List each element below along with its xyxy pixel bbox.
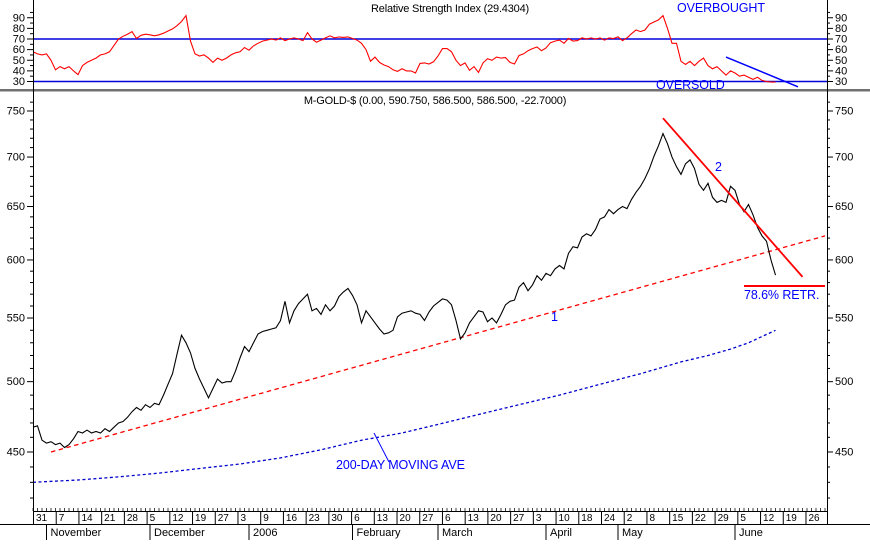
svg-text:50: 50 [13, 55, 25, 67]
svg-text:80: 80 [13, 23, 25, 35]
svg-text:28: 28 [127, 513, 139, 524]
oversold-label: OVERSOLD [656, 78, 725, 92]
svg-text:80: 80 [835, 23, 847, 35]
svg-text:70: 70 [835, 34, 847, 46]
svg-text:550: 550 [835, 313, 853, 325]
svg-text:27: 27 [422, 513, 434, 524]
svg-text:27: 27 [513, 513, 525, 524]
ma-callout-line [373, 432, 390, 463]
rsi-downtrend-line [725, 56, 799, 88]
svg-text:30: 30 [13, 76, 25, 88]
retracement-label: 78.6% RETR. [744, 288, 820, 302]
svg-text:500: 500 [835, 376, 853, 388]
svg-text:60: 60 [835, 44, 847, 56]
svg-text:600: 600 [835, 254, 853, 266]
svg-text:750: 750 [835, 106, 853, 118]
price-title: M-GOLD-$ (0.00, 590.750, 586.500, 586.50… [303, 95, 567, 107]
svg-text:9: 9 [263, 513, 269, 524]
svg-text:November: November [51, 527, 102, 539]
svg-text:February: February [357, 527, 402, 539]
svg-text:16: 16 [286, 513, 298, 524]
svg-text:27: 27 [218, 513, 230, 524]
svg-text:22: 22 [695, 513, 707, 524]
downtrend-line-2 [662, 117, 804, 278]
svg-text:10: 10 [559, 513, 571, 524]
svg-text:650: 650 [7, 201, 25, 213]
svg-text:450: 450 [7, 446, 25, 458]
svg-text:30: 30 [835, 76, 847, 88]
svg-text:13: 13 [468, 513, 480, 524]
svg-text:70: 70 [13, 34, 25, 46]
svg-text:30: 30 [331, 513, 343, 524]
svg-text:20: 20 [490, 513, 502, 524]
svg-text:12: 12 [763, 513, 775, 524]
rsi-panel [32, 14, 827, 88]
svg-text:19: 19 [195, 513, 207, 524]
svg-text:90: 90 [835, 12, 847, 24]
trendline-1-label: 1 [551, 310, 558, 324]
svg-text:600: 600 [7, 254, 25, 266]
rsi-title: Relative Strength Index (29.4304) [371, 3, 529, 15]
uptrend-line-1 [50, 235, 826, 453]
svg-text:15: 15 [672, 513, 684, 524]
svg-text:2: 2 [627, 513, 633, 524]
svg-text:50: 50 [835, 55, 847, 67]
axes [0, 0, 870, 525]
svg-text:750: 750 [7, 106, 25, 118]
svg-text:3: 3 [536, 513, 542, 524]
svg-text:December: December [154, 527, 205, 539]
svg-text:29: 29 [718, 513, 730, 524]
svg-text:6: 6 [445, 513, 451, 524]
svg-text:2006: 2006 [253, 527, 277, 539]
svg-text:60: 60 [13, 44, 25, 56]
svg-text:June: June [739, 527, 763, 539]
svg-text:23: 23 [309, 513, 321, 524]
svg-text:40: 40 [13, 65, 25, 77]
svg-text:650: 650 [835, 201, 853, 213]
svg-text:550: 550 [7, 313, 25, 325]
svg-text:700: 700 [7, 152, 25, 164]
price-panel [32, 117, 826, 483]
svg-text:13: 13 [377, 513, 389, 524]
rsi-line [32, 14, 776, 83]
svg-text:18: 18 [581, 513, 593, 524]
x-axis-months: November December 2006 February March April Ma… [46, 524, 763, 540]
svg-text:26: 26 [808, 513, 820, 524]
price-line [32, 132, 777, 449]
x-axis-days: 31 7 14 21 28 5 12 19 27 3 9 16 23 30 6 13 20 27 6 13 20 27 3 1… [32, 508, 826, 524]
svg-text:14: 14 [81, 513, 93, 524]
svg-text:12: 12 [172, 513, 184, 524]
svg-text:7: 7 [59, 513, 65, 524]
svg-text:40: 40 [835, 65, 847, 77]
panel-separator [0, 89, 870, 92]
svg-text:19: 19 [786, 513, 798, 524]
svg-text:24: 24 [604, 513, 616, 524]
svg-text:700: 700 [835, 152, 853, 164]
svg-text:May: May [622, 527, 643, 539]
moving-average-label: 200-DAY MOVING AVE [336, 458, 465, 472]
svg-text:3: 3 [240, 513, 246, 524]
svg-text:31: 31 [36, 513, 48, 524]
svg-text:8: 8 [649, 513, 655, 524]
svg-text:April: April [550, 527, 572, 539]
svg-text:5: 5 [150, 513, 156, 524]
price-y-axis: 450 450 500 500 550 550 600 600 650 650 700 700 750 7… [7, 101, 853, 499]
svg-text:20: 20 [400, 513, 412, 524]
svg-text:21: 21 [104, 513, 116, 524]
trendline-2-label: 2 [715, 160, 722, 174]
overbought-label: OVERBOUGHT [677, 1, 765, 15]
svg-text:500: 500 [7, 376, 25, 388]
svg-text:March: March [442, 527, 473, 539]
svg-text:90: 90 [13, 12, 25, 24]
svg-text:450: 450 [835, 446, 853, 458]
svg-text:5: 5 [740, 513, 746, 524]
ma-200-line [32, 329, 776, 483]
svg-text:6: 6 [354, 513, 360, 524]
